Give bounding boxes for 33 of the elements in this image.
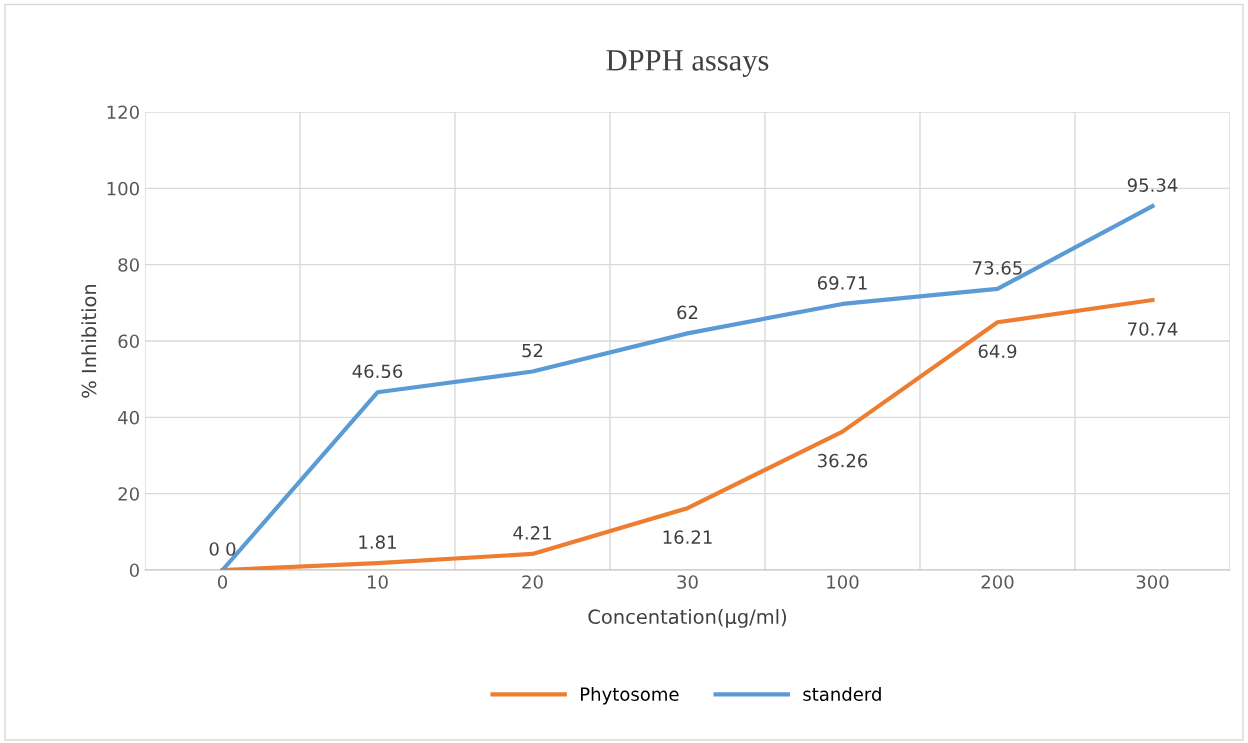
x-tick-label: 20 (522, 575, 543, 589)
data-label: 64.9 (978, 344, 1017, 359)
y-tick-label: 20 (118, 487, 139, 501)
x-tick-label: 10 (368, 575, 388, 589)
data-label: 52 (522, 343, 543, 358)
data-label: 69.71 (817, 276, 867, 290)
y-tick-label: 80 (118, 258, 139, 272)
y-tick-label: 100 (107, 181, 139, 196)
data-label: 46.56 (352, 364, 403, 379)
data-label: 1.81 (359, 535, 396, 549)
y-tick-label: 60 (118, 334, 139, 349)
legend-label: standerd (803, 687, 881, 701)
data-label: 16.21 (663, 530, 712, 544)
data-label: 70.74 (1128, 322, 1178, 336)
x-tick-label: 0 (217, 575, 228, 589)
data-label: 0 (226, 542, 236, 556)
y-tick-label: 40 (118, 410, 139, 425)
x-tick-label: 100 (827, 575, 859, 589)
data-label: 0 (209, 542, 219, 556)
y-tick-label: 0 (129, 563, 139, 578)
x-tick-label: 30 (677, 575, 698, 589)
data-label: 73.65 (973, 261, 1022, 275)
y-axis-title: % Inhibition (81, 284, 97, 398)
x-tick-label: 300 (1136, 575, 1169, 589)
data-label: 62 (677, 305, 698, 320)
data-label: 36.26 (818, 453, 868, 468)
legend-label: Phytosome (581, 687, 679, 705)
data-label: 4.21 (513, 526, 551, 540)
chart-title: DPPH assays (606, 50, 769, 77)
x-axis-title: Concentation(µg/ml) (588, 609, 786, 628)
y-tick-label: 120 (107, 105, 139, 120)
data-label: 95.34 (1127, 178, 1178, 192)
x-tick-label: 200 (981, 575, 1014, 589)
